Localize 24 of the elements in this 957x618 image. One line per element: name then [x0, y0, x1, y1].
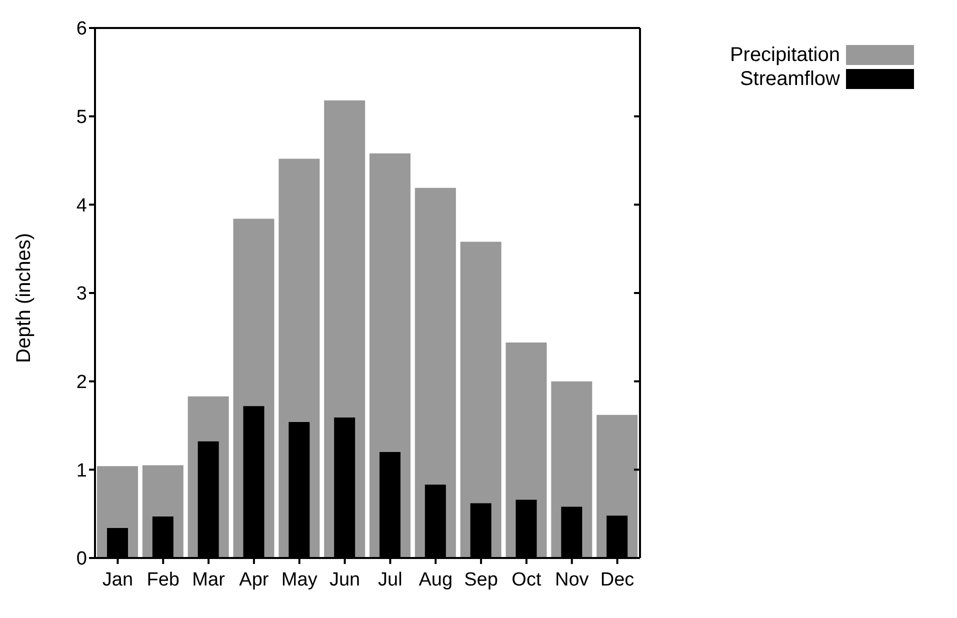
x-tick-label: Jan	[102, 569, 134, 590]
y-axis-title: Depth (inches)	[13, 232, 36, 363]
y-tick-label: 6	[76, 18, 87, 40]
x-tick-label: Jun	[329, 569, 360, 590]
y-tick-label: 5	[76, 107, 87, 128]
y-tick-label: 0	[76, 548, 87, 570]
y-tick-label: 1	[76, 460, 87, 482]
x-tick-label: Jul	[378, 569, 402, 590]
y-tick-label: 3	[76, 284, 87, 305]
x-tick-label: Sep	[464, 569, 498, 590]
legend-label: Precipitation	[730, 43, 840, 67]
bar	[460, 242, 502, 558]
y-tick-label: 2	[76, 372, 87, 394]
x-tick-label: Mar	[192, 569, 226, 590]
x-tick-label: Nov	[554, 569, 590, 590]
x-tick-label: Oct	[512, 569, 542, 590]
x-tick-label: May	[281, 569, 318, 590]
x-tick-label: Feb	[146, 569, 180, 590]
x-tick-label: Aug	[418, 569, 453, 590]
legend-label: Streamflow	[740, 67, 840, 91]
x-tick-label: Dec	[600, 569, 634, 590]
x-tick-label: Apr	[239, 569, 270, 590]
bar	[414, 188, 456, 558]
y-tick-label: 4	[76, 195, 88, 216]
